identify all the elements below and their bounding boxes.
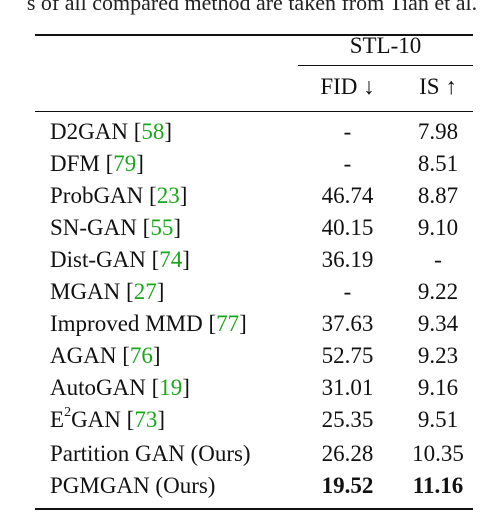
citation-link[interactable]: 73 [134,407,158,432]
table-row: AutoGAN [19] 31.01 9.16 [50,375,480,405]
method-name: MGAN [27] [50,279,165,304]
method-name: DFM [79] [50,151,144,176]
fid-value: 36.19 [321,247,374,272]
table-row: ProbGAN [23] 46.74 8.87 [50,183,480,213]
table-top-rule [35,34,473,36]
is-column-header: IS ↑ [419,74,457,99]
citation-link[interactable]: 23 [156,183,180,208]
is-value: 8.51 [417,151,459,176]
method-name: SN-GAN [55] [50,215,181,240]
method-name: AutoGAN [19] [50,375,190,400]
is-value: 9.51 [417,407,459,432]
is-value: 9.16 [417,375,459,400]
is-value: 8.87 [417,183,459,208]
is-value: 9.22 [417,279,459,304]
is-value: 9.34 [417,311,459,336]
dataset-header-rule [298,65,473,66]
is-value: 7.98 [417,119,459,144]
is-value-best: 11.16 [412,473,464,498]
fid-value: 37.63 [321,311,374,336]
fid-value: 25.35 [321,407,374,432]
table-row: MGAN [27] - 9.22 [50,279,480,309]
citation-link[interactable]: 74 [159,247,183,272]
method-name: E2GAN [73] [50,405,165,432]
table-row: PGMGAN (Ours) 19.52 11.16 [50,473,480,503]
table-bottom-rule [35,508,473,510]
table-row: E2GAN [73] 25.35 9.51 [50,405,480,437]
method-name: ProbGAN [23] [50,183,188,208]
fid-value: - [343,119,352,144]
table-row: DFM [79] - 8.51 [50,151,480,181]
superscript: 2 [64,405,72,421]
dataset-header: STL-10 [349,33,422,58]
fid-value-best: 19.52 [321,473,374,498]
is-value: 9.23 [417,343,459,368]
citation-link[interactable]: 55 [150,215,174,240]
fid-value: 31.01 [321,375,374,400]
table-caption: s of all compared method are taken from … [26,0,478,15]
fid-value: 46.74 [321,183,374,208]
fid-value: - [343,279,352,304]
fid-value: - [343,151,352,176]
method-name: AGAN [76] [50,343,161,368]
citation-link[interactable]: 19 [159,375,183,400]
is-value: - [434,247,442,272]
table-row: Partition GAN (Ours) 26.28 10.35 [50,441,480,471]
table-row: Dist-GAN [74] 36.19 - [50,247,480,277]
method-name: Dist-GAN [74] [50,247,190,272]
method-name: Partition GAN (Ours) [50,441,251,466]
citation-link[interactable]: 79 [113,151,137,176]
method-name: PGMGAN (Ours) [50,473,216,498]
method-name: D2GAN [58] [50,119,173,144]
fid-value: 52.75 [321,343,374,368]
is-value: 9.10 [417,215,459,240]
fid-value: 40.15 [321,215,374,240]
table-header-rule [35,111,473,112]
table-row: Improved MMD [77] 37.63 9.34 [50,311,480,341]
is-value: 10.35 [412,441,464,466]
fid-value: 26.28 [321,441,374,466]
citation-link[interactable]: 76 [129,343,153,368]
method-name: Improved MMD [77] [50,311,247,336]
citation-link[interactable]: 27 [133,279,157,304]
table-row: AGAN [76] 52.75 9.23 [50,343,480,373]
table-row: SN-GAN [55] 40.15 9.10 [50,215,480,245]
citation-link[interactable]: 58 [141,119,165,144]
table-row: D2GAN [58] - 7.98 [50,119,480,149]
fid-column-header: FID ↓ [320,74,375,99]
citation-link[interactable]: 77 [216,311,240,336]
